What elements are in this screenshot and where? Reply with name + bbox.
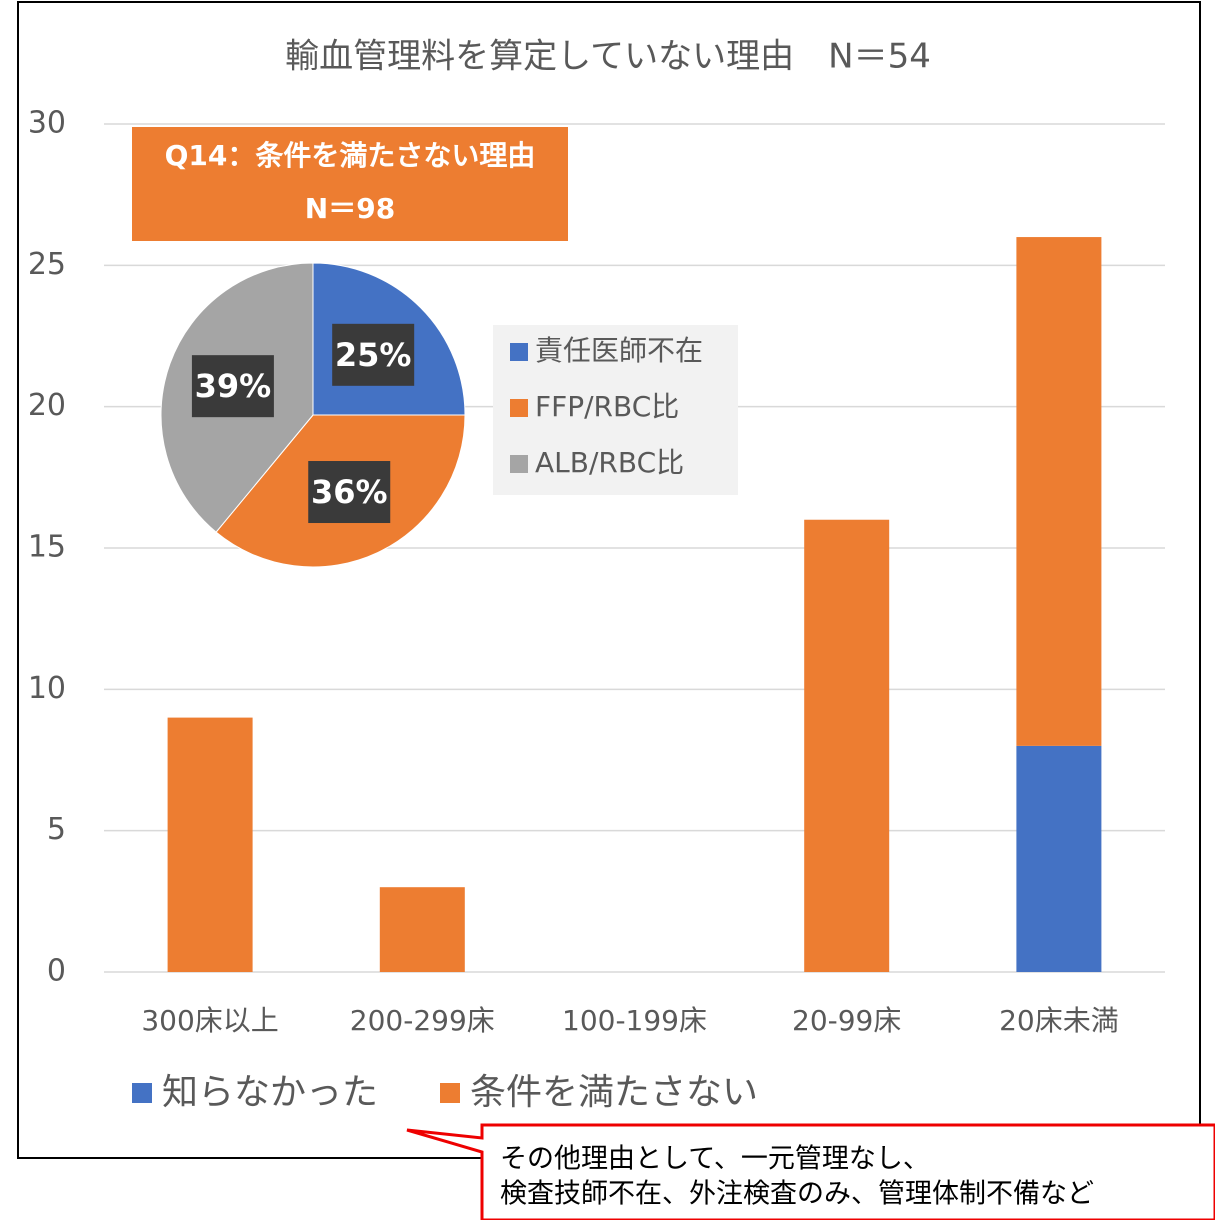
pie-title: Q14：条件を満たさない理由 xyxy=(165,139,536,172)
y-tick-label: 10 xyxy=(28,671,66,706)
pie-title-box xyxy=(132,127,568,241)
y-tick-label: 25 xyxy=(28,247,66,282)
y-tick-label: 20 xyxy=(28,388,66,423)
y-tick-label: 0 xyxy=(47,954,66,989)
callout-text: 検査技師不在、外注検査のみ、管理体制不備など xyxy=(500,1179,1094,1210)
legend-label: 知らなかった xyxy=(162,1072,378,1113)
legend-label: ALB/RBC比 xyxy=(535,446,684,479)
pie-subtitle: N＝98 xyxy=(305,192,395,225)
callout-text: その他理由として、一元管理なし、 xyxy=(500,1144,930,1175)
y-tick-label: 30 xyxy=(28,106,66,141)
x-tick-label: 300床以上 xyxy=(141,1004,278,1037)
legend-swatch xyxy=(132,1083,152,1103)
bar xyxy=(1016,745,1102,972)
x-tick-label: 20床未満 xyxy=(999,1004,1119,1037)
data-label: 39% xyxy=(195,367,272,405)
bar xyxy=(804,519,890,972)
legend-swatch xyxy=(440,1083,460,1103)
data-label-box xyxy=(191,355,274,418)
legend-swatch xyxy=(510,455,528,473)
legend-swatch xyxy=(510,343,528,361)
x-tick-label: 200-299床 xyxy=(350,1004,495,1037)
data-label-box xyxy=(308,461,391,524)
pie-legend-box xyxy=(493,325,738,495)
x-tick-label: 100-199床 xyxy=(562,1004,707,1037)
bar xyxy=(1016,237,1102,746)
data-label-box xyxy=(332,323,415,386)
x-tick-label: 20-99床 xyxy=(792,1004,901,1037)
legend-label: FFP/RBC比 xyxy=(535,390,679,423)
y-tick-label: 15 xyxy=(28,530,66,565)
callout xyxy=(406,1123,1215,1220)
bar xyxy=(379,887,465,972)
legend-swatch xyxy=(510,399,528,417)
legend-label: 責任医師不在 xyxy=(535,334,703,367)
bar xyxy=(167,717,253,972)
chart-title: 輸血管理料を算定していない理由 N＝54 xyxy=(285,37,931,77)
y-tick-label: 5 xyxy=(47,812,66,847)
data-label: 25% xyxy=(335,336,412,374)
data-label: 36% xyxy=(311,473,388,511)
legend-label: 条件を満たさない xyxy=(470,1072,758,1113)
